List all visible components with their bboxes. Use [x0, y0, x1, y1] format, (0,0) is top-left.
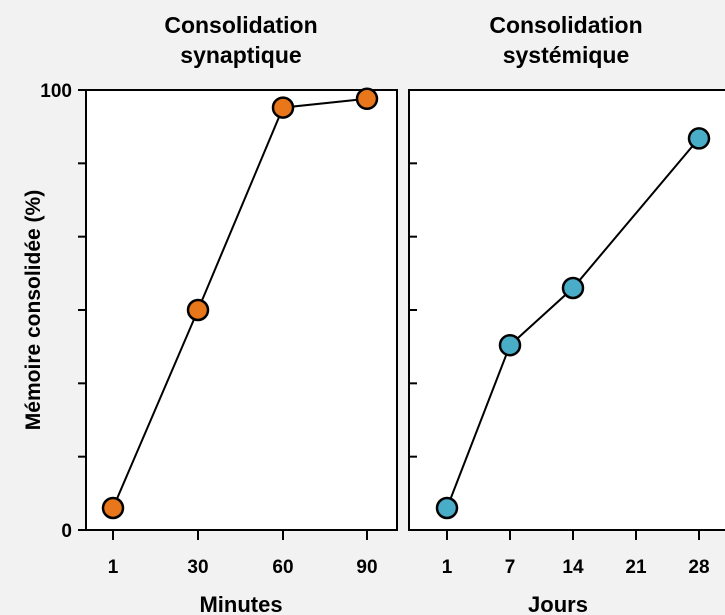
y-tick-label: 100	[40, 81, 72, 102]
synaptic-line	[112, 97, 368, 509]
synaptic-point	[271, 96, 295, 119]
panel-synaptic: Consolidation synaptique 0 100 1 30 60 90 Mi…	[40, 12, 398, 615]
systemic-point	[687, 127, 711, 150]
series-systemic	[435, 127, 711, 520]
y-axis-synaptic: 0 100	[40, 81, 86, 542]
x-tick-label: 30	[187, 557, 208, 578]
x-tick-label: 28	[688, 557, 709, 578]
synaptic-point	[186, 298, 210, 322]
x-axis-label-synaptic: Minutes	[199, 592, 282, 615]
systemic-line	[446, 137, 700, 509]
y-tick-label: 0	[61, 521, 72, 542]
x-tick-label: 60	[272, 557, 293, 578]
synaptic-point	[101, 496, 125, 520]
y-axis-label: Mémoire consolidée (%)	[22, 190, 45, 430]
x-tick-label: 90	[356, 557, 377, 578]
y-axis-systemic	[409, 89, 417, 531]
plot-frame-synaptic	[85, 89, 398, 531]
systemic-point	[435, 496, 459, 520]
synaptic-point	[355, 87, 379, 111]
x-axis-systemic: 1 7 14 21 28	[442, 530, 710, 578]
systemic-point	[561, 276, 585, 300]
x-tick-label: 1	[108, 557, 119, 578]
x-tick-label: 1	[442, 557, 453, 578]
x-axis-label-systemic: Jours	[528, 592, 588, 615]
x-tick-label: 14	[562, 557, 584, 578]
title-systemic-line2: systémique	[503, 42, 630, 68]
x-tick-label: 21	[625, 557, 647, 578]
series-synaptic	[101, 87, 379, 520]
title-synaptic-line1: Consolidation	[164, 12, 317, 38]
x-tick-label: 7	[505, 557, 516, 578]
title-synaptic-line2: synaptique	[180, 42, 301, 68]
title-systemic-line1: Consolidation	[489, 12, 642, 38]
x-axis-synaptic: 1 30 60 90	[108, 530, 378, 578]
systemic-point	[498, 333, 522, 357]
plot-frame-systemic	[408, 89, 725, 531]
panel-systemic: Consolidation systémique 1 7 14 21 28 Jours	[408, 12, 725, 615]
